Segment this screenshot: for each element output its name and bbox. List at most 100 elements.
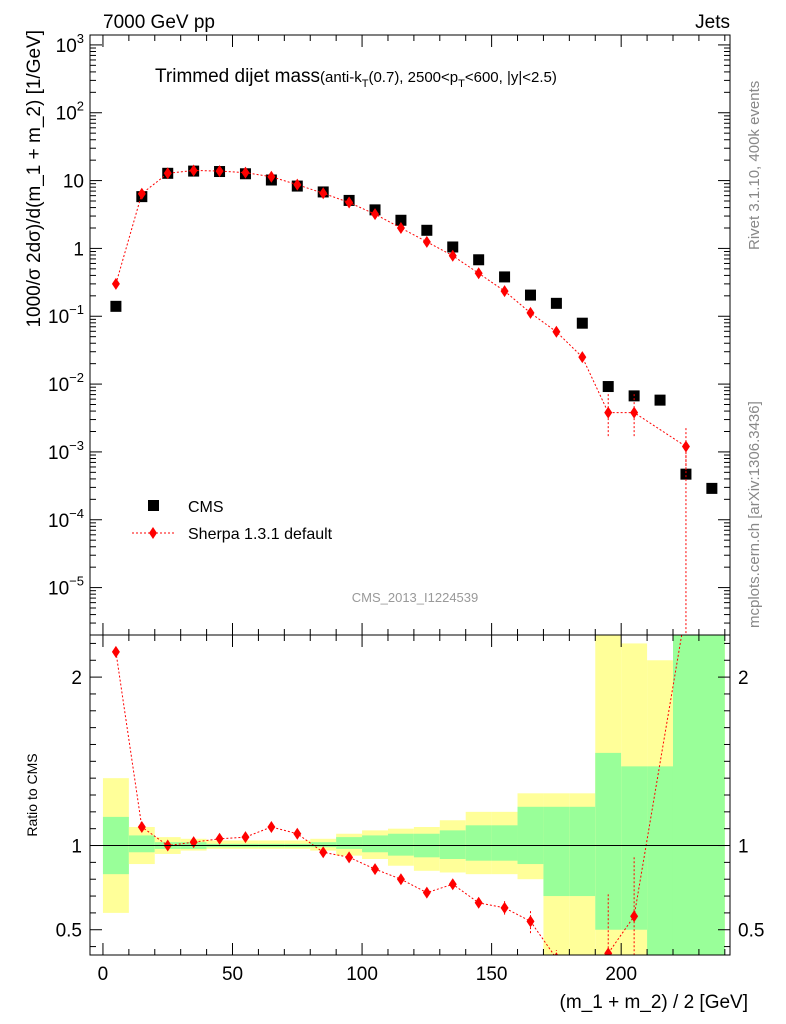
ratio-data-point — [371, 863, 380, 876]
y-tick-label: 102 — [56, 99, 84, 125]
cms-data-point — [654, 394, 666, 406]
ratio-data-point — [578, 957, 586, 969]
green-band-bin — [336, 837, 363, 849]
sherpa-data-point — [371, 208, 380, 221]
sherpa-data-point — [215, 165, 224, 178]
y-tick-label-base: 10 — [48, 579, 69, 600]
legend-cms-marker — [148, 500, 159, 511]
cms-data-point — [473, 254, 485, 266]
cms-data-point — [576, 317, 588, 329]
sherpa-data-point — [604, 406, 613, 419]
ratio-data-point — [422, 886, 431, 899]
legend-sherpa-label: Sherpa 1.3.1 default — [188, 526, 333, 543]
y-tick-label-exponent: −3 — [69, 438, 84, 453]
ratio-data-point — [526, 915, 535, 928]
ratio-data-point — [293, 827, 302, 840]
subtitle-part-3: T — [458, 78, 465, 90]
sherpa-data-point — [137, 187, 146, 200]
sherpa-data-point — [681, 440, 690, 453]
legend-cms-label: CMS — [188, 499, 224, 516]
y-tick-label: 10−5 — [48, 574, 84, 600]
green-band-bin — [362, 835, 388, 853]
cms-data-point — [680, 468, 692, 480]
legend-sherpa-marker — [149, 527, 157, 539]
ratio-y-tick-label: 1 — [71, 837, 82, 858]
y-tick-label-base: 10 — [56, 36, 77, 57]
sherpa-data-point — [189, 164, 198, 177]
ratio-data-point — [396, 873, 405, 886]
ratio-y-tick-label: 2 — [71, 668, 82, 689]
main-panel-frame — [89, 34, 731, 636]
analysis-id-label: CMS_2013_I1224539 — [352, 590, 479, 605]
green-band-bin — [517, 806, 544, 865]
sherpa-data-point — [578, 351, 587, 364]
sherpa-data-point — [552, 325, 561, 338]
cms-data-point — [395, 214, 407, 226]
subtitle-part-1: T — [362, 78, 369, 90]
y-tick-label-exponent: −1 — [69, 302, 84, 317]
rivet-label: Rivet 3.1.10, 400k events — [746, 81, 763, 250]
chart-title-main: Trimmed dijet mass — [155, 66, 320, 87]
ratio-data-point — [474, 896, 483, 909]
x-tick-label: 200 — [605, 964, 637, 985]
cms-data-point — [110, 300, 122, 312]
sherpa-data-point — [319, 187, 328, 200]
green-band-bin — [543, 806, 570, 897]
cms-data-point — [550, 297, 562, 309]
cms-data-point — [524, 289, 536, 301]
subtitle-part-2: (0.7), 2500<p — [368, 69, 458, 86]
subtitle-part-4: <600, |y|<2.5) — [465, 69, 557, 86]
sherpa-data-point — [267, 170, 276, 183]
ratio-data-point — [241, 831, 250, 844]
y-tick-label: 10 — [63, 172, 84, 193]
y-tick-label-exponent: 3 — [77, 31, 84, 46]
y-tick-label-base: 10 — [48, 307, 69, 328]
y-tick-label: 10−4 — [48, 506, 84, 532]
sherpa-data-point — [111, 277, 120, 290]
y-tick-label-base: 10 — [48, 443, 69, 464]
cms-data-point — [499, 271, 511, 283]
ratio-y-tick-label-right: 2 — [738, 668, 749, 689]
ratio-data-point — [500, 901, 509, 914]
ratio-panel-axes: 0.5 0.5 1 1 2 2 0 50 100 150 200 — [56, 634, 764, 985]
main-panel-series — [110, 164, 718, 635]
y-tick-label-base: 10 — [56, 104, 77, 125]
cms-data-point — [447, 241, 459, 253]
ratio-y-tick-label-right: 1 — [738, 837, 749, 858]
ratio-data-point — [448, 878, 457, 891]
y-tick-label-base: 10 — [48, 511, 69, 532]
x-tick-label: 150 — [476, 964, 508, 985]
ratio-data-point — [319, 846, 328, 859]
sherpa-data-point — [163, 167, 172, 180]
y-tick-label: 10−1 — [48, 302, 84, 328]
green-band-bin — [569, 806, 596, 897]
chart-title: Trimmed dijet mass(anti-kT(0.7), 2500<pT… — [155, 66, 557, 90]
y-tick-label-base: 1 — [73, 239, 84, 260]
green-band-bin — [310, 842, 337, 848]
sherpa-line — [115, 169, 687, 635]
cms-data-point — [706, 482, 718, 494]
green-band-bin — [647, 766, 673, 955]
green-band-bin — [439, 830, 466, 859]
x-axis-label: (m_1 + m_2) / 2 [GeV] — [560, 992, 749, 1013]
cms-data-point — [602, 381, 614, 393]
x-tick-label: 50 — [222, 964, 243, 985]
ratio-data-point — [111, 645, 120, 658]
ratio-data-point — [267, 821, 276, 833]
sherpa-data-point — [396, 221, 405, 234]
sherpa-data-point — [345, 196, 354, 209]
y-tick-label-exponent: −2 — [69, 370, 84, 385]
green-band-bin — [465, 825, 492, 861]
sherpa-data-point — [448, 249, 457, 262]
y-tick-label-exponent: 2 — [77, 99, 84, 114]
y-tick-label: 103 — [56, 31, 84, 57]
green-band-bin — [491, 825, 518, 861]
green-band-bin — [672, 635, 725, 955]
ratio-data-point — [215, 832, 224, 845]
ratio-data-point — [345, 851, 354, 864]
ratio-y-tick-label-right: 0.5 — [738, 921, 764, 942]
ratio-y-axis-label: Ratio to CMS — [24, 753, 40, 836]
y-tick-label-exponent: −4 — [69, 506, 84, 521]
